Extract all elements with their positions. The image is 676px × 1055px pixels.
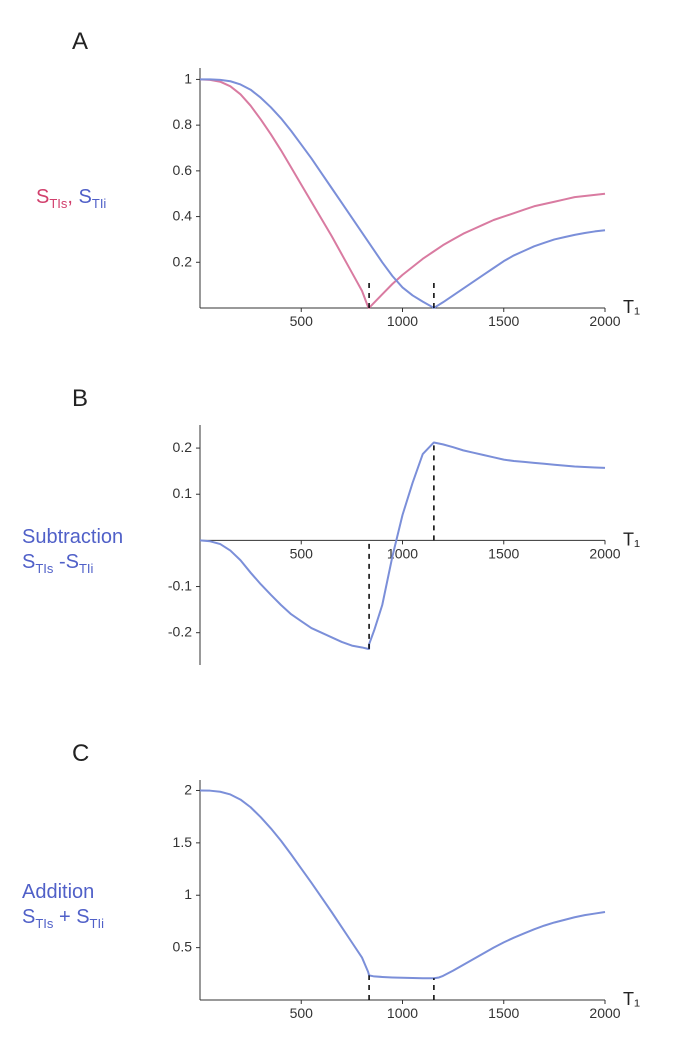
ytick-label: 0.8 [173,116,193,132]
ytick-label: 1 [184,70,192,86]
x-axis-title: T₁ [623,297,640,317]
xtick-label: 500 [290,1005,314,1021]
xtick-label: 1500 [488,545,519,561]
ytick-label: 0.5 [173,939,193,955]
xtick-label: 2000 [589,1005,620,1021]
chart-a: 5001000150020000.20.40.60.81T₁ [155,58,615,338]
chart-c: 5001000150020000.511.52T₁ [155,770,615,1030]
ylabel-a: STIs, STIi [36,185,106,212]
chart-b: 500100015002000-0.2-0.10.10.2T₁ [155,415,615,695]
xtick-label: 1500 [488,1005,519,1021]
ylabel-b: SubtractionSTIs -STIi [22,525,123,577]
ylabel-c: AdditionSTIs + STIi [22,880,104,932]
ytick-label: 0.1 [173,485,193,501]
panel-letter-a: A [72,28,88,56]
ytick-label: 0.2 [173,253,193,269]
series-sum [200,790,605,978]
panel-letter-b: B [72,385,88,413]
panel-letter-c: C [72,740,89,768]
ytick-label: -0.2 [168,624,192,640]
ytick-label: 0.2 [173,439,193,455]
figure-root: ASTIs, STIi5001000150020000.20.40.60.81T… [0,0,676,1055]
x-axis-title: T₁ [623,529,640,549]
series-S_TIs [200,79,605,308]
xtick-label: 1000 [387,1005,418,1021]
ytick-label: 2 [184,781,192,797]
ytick-label: 1 [184,886,192,902]
xtick-label: 2000 [589,545,620,561]
xtick-label: 1500 [488,313,519,329]
xtick-label: 2000 [589,313,620,329]
ytick-label: 0.4 [173,208,193,224]
xtick-label: 1000 [387,313,418,329]
x-axis-title: T₁ [623,989,640,1009]
ytick-label: -0.1 [168,578,192,594]
xtick-label: 500 [290,313,314,329]
xtick-label: 500 [290,545,314,561]
ytick-label: 0.6 [173,162,193,178]
ytick-label: 1.5 [173,834,193,850]
